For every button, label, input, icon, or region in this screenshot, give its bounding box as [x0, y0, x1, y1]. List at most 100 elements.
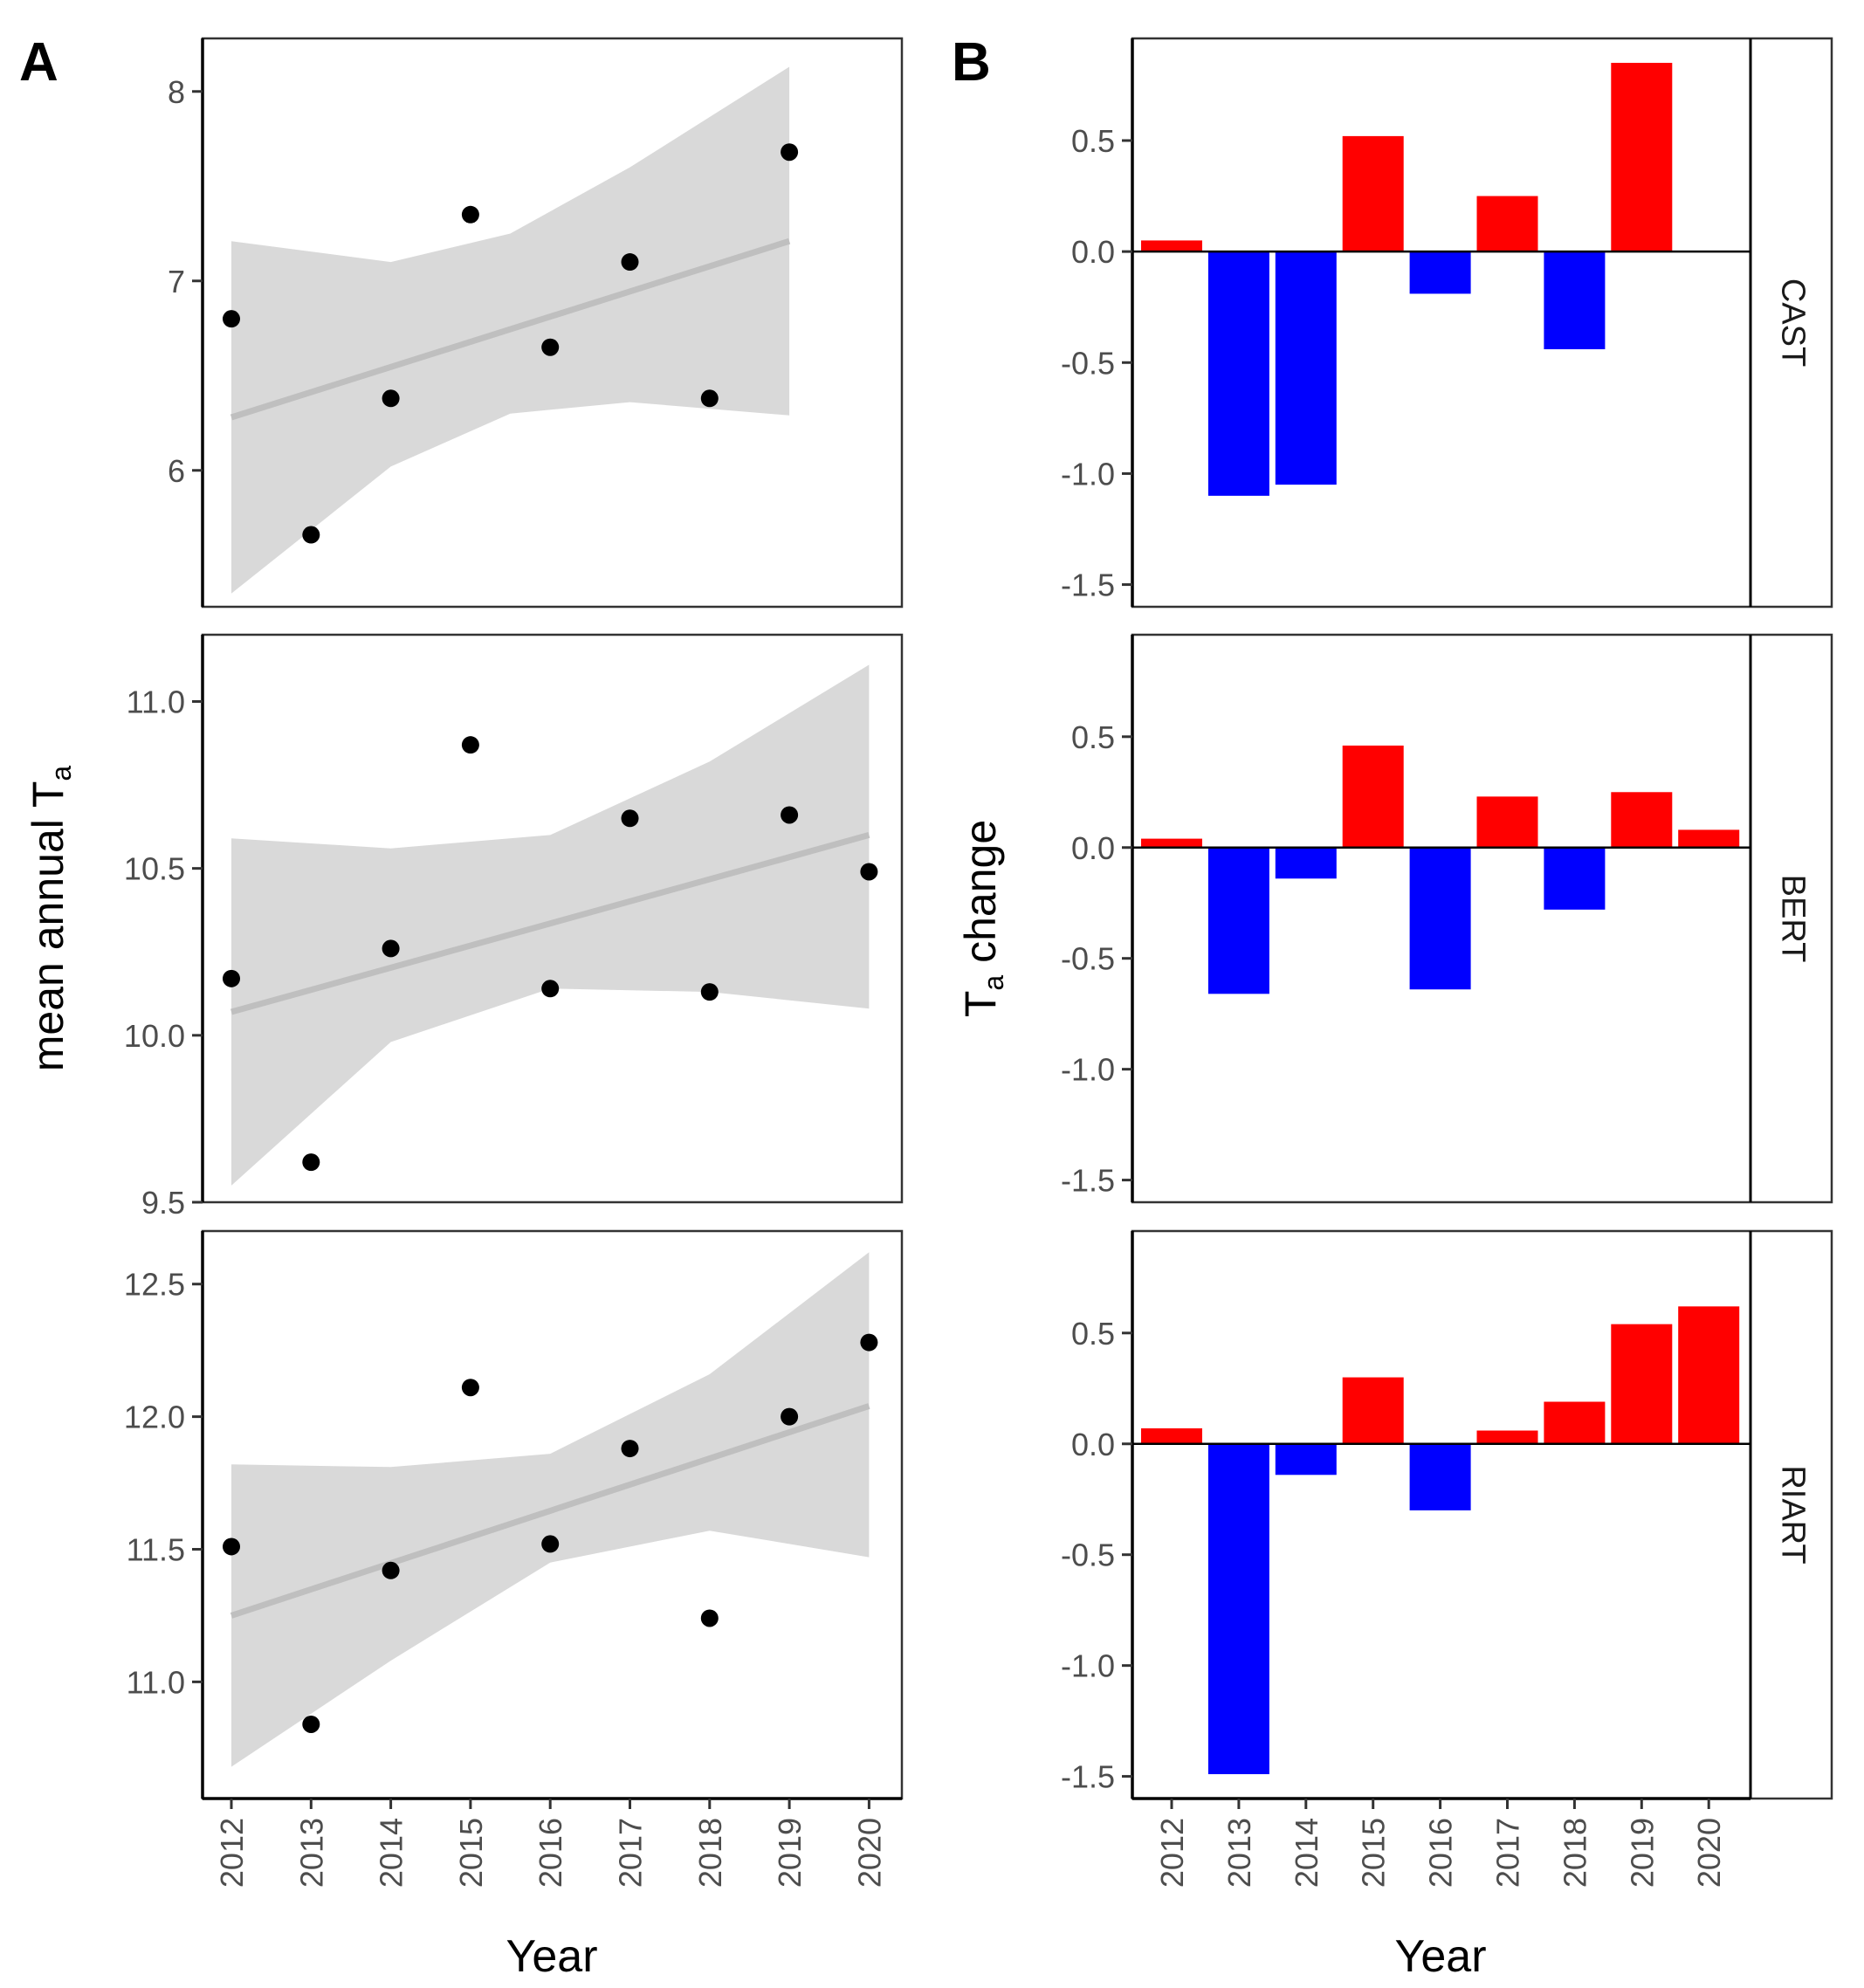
- xtick-label-a: 2020: [851, 1818, 887, 1888]
- xtick-label-a: 2019: [772, 1818, 808, 1888]
- xtick-label-b: 2017: [1490, 1818, 1526, 1888]
- point-cast-2016: [541, 338, 560, 356]
- ytick-label-a-cast: 6: [168, 453, 185, 489]
- bar-bert-2020: [1678, 829, 1740, 848]
- panel-b: CAST 0.5 0.0 -0.5 -1.0 -1.5 BERT 0.5 0.0 -0.5 -1.0…: [1061, 37, 1833, 1888]
- bar-cast-2017: [1476, 196, 1538, 252]
- bar-riart-2016: [1409, 1443, 1471, 1510]
- ytick-label-a-riart: 12.0: [124, 1400, 185, 1435]
- point-riart-2015: [461, 1379, 479, 1397]
- xtick-label-a: 2014: [374, 1818, 409, 1888]
- xtick-label-a: 2018: [692, 1818, 728, 1888]
- point-riart-2012: [223, 1537, 240, 1556]
- point-riart-2016: [541, 1535, 560, 1553]
- point-bert-2013: [302, 1153, 320, 1172]
- point-riart-2020: [860, 1333, 878, 1352]
- point-bert-2012: [223, 969, 240, 987]
- xtick-label-a: 2015: [453, 1818, 489, 1888]
- ytick-label-a-cast: 8: [168, 74, 185, 110]
- point-riart-2018: [700, 1609, 719, 1627]
- bar-bert-2017: [1476, 796, 1538, 848]
- ytick-label-a-cast: 7: [168, 264, 185, 299]
- ytick-label-b-riart: -1.5: [1061, 1759, 1115, 1795]
- bar-cast-2019: [1611, 62, 1673, 252]
- point-cast-2018: [700, 389, 719, 408]
- xtick-label-b: 2015: [1356, 1818, 1392, 1888]
- xtick-label-b: 2012: [1154, 1818, 1190, 1888]
- xtick-label-b: 2016: [1423, 1818, 1459, 1888]
- bar-bert-2016: [1409, 847, 1471, 990]
- point-cast-2014: [382, 389, 400, 408]
- ytick-label-a-riart: 11.0: [127, 1664, 185, 1700]
- bar-cast-2014: [1275, 251, 1337, 485]
- ytick-label-b-riart: 0.0: [1071, 1427, 1115, 1462]
- ytick-label-b-cast: 0.5: [1071, 123, 1115, 159]
- y-axis-title-a-main: mean annual T: [24, 781, 72, 1072]
- xtick-label-a: 2013: [293, 1818, 329, 1888]
- y-axis-title-a: mean annual Ta: [24, 766, 77, 1072]
- xtick-label-a: 2012: [214, 1818, 250, 1888]
- point-riart-2014: [382, 1561, 400, 1579]
- ytick-label-b-cast: -0.5: [1061, 345, 1115, 381]
- xtick-label-a: 2016: [533, 1818, 568, 1888]
- facet-strip-label: RIART: [1774, 1465, 1811, 1564]
- ytick-label-a-bert: 10.5: [124, 851, 185, 887]
- bar-riart-2015: [1342, 1377, 1404, 1444]
- x-axis-title-b: Year: [1394, 1931, 1486, 1982]
- ytick-label-a-bert: 10.0: [124, 1018, 185, 1054]
- trend-line-bert: [230, 832, 870, 1015]
- point-bert-2018: [700, 983, 719, 1001]
- y-axis-title-b-rest: change: [956, 820, 1005, 975]
- bar-riart-2014: [1275, 1443, 1337, 1476]
- point-bert-2017: [621, 809, 639, 828]
- bar-riart-2019: [1611, 1324, 1673, 1444]
- xtick-label-b: 2019: [1624, 1818, 1660, 1888]
- xtick-label-b: 2014: [1289, 1818, 1324, 1888]
- point-cast-2019: [781, 143, 799, 162]
- point-riart-2019: [781, 1407, 799, 1426]
- point-cast-2015: [461, 205, 479, 224]
- ytick-label-b-cast: -1.0: [1061, 456, 1115, 492]
- bar-bert-2019: [1611, 792, 1673, 848]
- ytick-label-b-bert: -0.5: [1061, 941, 1115, 977]
- point-bert-2016: [541, 980, 560, 998]
- bar-bert-2015: [1342, 745, 1404, 848]
- point-riart-2017: [621, 1440, 639, 1458]
- x-axis-title-a: Year: [506, 1931, 597, 1982]
- point-cast-2012: [223, 310, 240, 328]
- facet-strip-label: BERT: [1774, 875, 1811, 963]
- ytick-label-b-bert: -1.0: [1061, 1052, 1115, 1088]
- y-axis-title-b-sub: a: [978, 975, 1009, 991]
- ytick-label-b-cast: -1.5: [1061, 568, 1115, 603]
- point-cast-2013: [302, 526, 320, 544]
- bar-bert-2013: [1207, 847, 1269, 994]
- trend-line-riart: [230, 1403, 870, 1619]
- bar-cast-2013: [1207, 251, 1269, 496]
- bar-cast-2012: [1141, 240, 1202, 252]
- bar-riart-2013: [1207, 1443, 1269, 1775]
- point-bert-2019: [781, 806, 799, 824]
- point-riart-2013: [302, 1715, 320, 1733]
- y-axis-title-b: Ta change: [956, 820, 1009, 1017]
- ytick-label-b-bert: 0.5: [1071, 719, 1115, 755]
- y-axis-title-a-sub: a: [45, 766, 77, 781]
- ytick-label-a-riart: 12.5: [124, 1267, 185, 1303]
- bar-bert-2012: [1141, 838, 1202, 848]
- bar-riart-2020: [1678, 1306, 1740, 1444]
- y-axis-title-b-main: T: [956, 991, 1005, 1018]
- ytick-label-b-riart: -0.5: [1061, 1537, 1115, 1573]
- panel-a: 6 7 8 9.5 10.0 10.5 11.0 11.0 11.5 12.0 12.5 2012 20…: [124, 37, 904, 1888]
- ytick-label-b-bert: 0.0: [1071, 830, 1115, 866]
- bar-cast-2018: [1544, 251, 1606, 350]
- point-bert-2015: [461, 736, 479, 754]
- panel-b-label: B: [952, 32, 991, 93]
- xtick-label-b: 2020: [1691, 1818, 1727, 1888]
- bar-riart-2012: [1141, 1427, 1202, 1444]
- ytick-label-b-riart: 0.5: [1071, 1316, 1115, 1352]
- ytick-label-a-bert: 11.0: [127, 684, 185, 719]
- ytick-label-a-bert: 9.5: [141, 1185, 185, 1221]
- bar-bert-2018: [1544, 847, 1606, 910]
- ytick-label-b-bert: -1.5: [1061, 1163, 1115, 1199]
